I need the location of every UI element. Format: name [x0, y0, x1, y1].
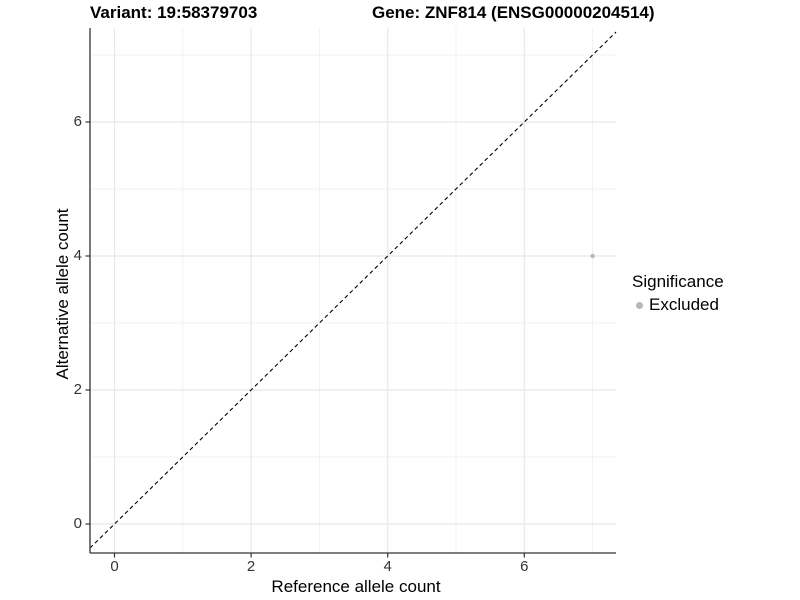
x-tick-label: 6: [520, 558, 529, 575]
legend-entry-label: Excluded: [649, 295, 719, 314]
excluded-point-icon: [636, 301, 643, 309]
legend-entry-excluded: Excluded: [630, 295, 724, 315]
identity-dashed-line: [89, 31, 617, 549]
y-tick-label: 6: [73, 113, 82, 130]
plot-title-gene: Gene: ZNF814 (ENSG00000204514): [372, 3, 655, 22]
y-tick-label: 4: [73, 247, 82, 264]
legend: Significance Excluded: [630, 272, 724, 315]
y-tick-label: 2: [73, 381, 82, 398]
data-point: [590, 253, 595, 259]
legend-title: Significance: [632, 272, 724, 291]
x-tick-label: 2: [246, 558, 256, 575]
y-axis-title: Alternative allele count: [53, 208, 72, 380]
y-tick-label: 0: [73, 515, 82, 532]
x-tick-label: 4: [383, 558, 392, 575]
x-tick-label: 0: [110, 558, 119, 575]
plot-title-variant: Variant: 19:58379703: [90, 3, 258, 22]
x-axis-title: Reference allele count: [271, 577, 441, 596]
